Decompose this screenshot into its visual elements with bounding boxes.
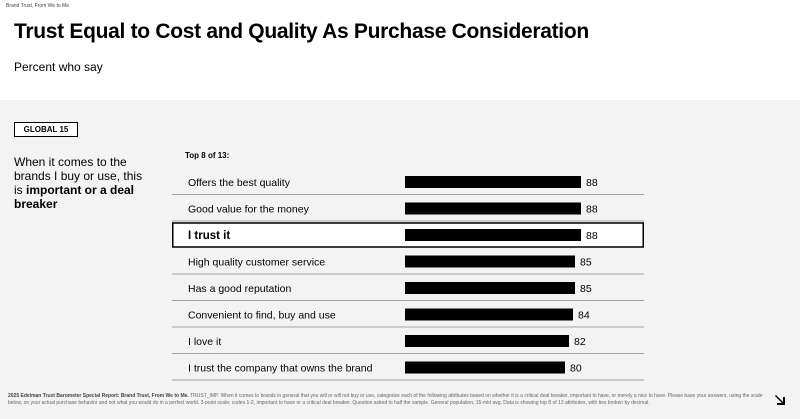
bar xyxy=(405,308,573,321)
category-label: I trust it xyxy=(188,230,230,242)
lead-text: When it comes to the brands I buy or use… xyxy=(14,155,143,197)
footnote: 2025 Edelman Trust Barometer Special Rep… xyxy=(8,393,768,407)
value-label: 88 xyxy=(586,177,598,189)
value-label: 82 xyxy=(574,336,586,348)
bar xyxy=(405,361,565,374)
chart-title: Top 8 of 13: xyxy=(185,151,230,160)
footnote-source: 2025 Edelman Trust Barometer Special Rep… xyxy=(8,393,189,399)
bar xyxy=(405,176,581,188)
arrow-right-icon[interactable] xyxy=(774,392,790,408)
value-label: 85 xyxy=(580,257,592,269)
bar xyxy=(405,282,575,294)
category-label: I trust the company that owns the brand xyxy=(188,363,373,375)
region-badge: GLOBAL 15 xyxy=(14,122,78,137)
value-label: 80 xyxy=(570,363,582,375)
lead-bold-text: important or a deal breaker xyxy=(14,183,135,211)
header-band xyxy=(0,0,800,100)
question-lead: When it comes to the brands I buy or use… xyxy=(14,155,154,211)
value-label: 88 xyxy=(586,230,598,242)
category-label: I love it xyxy=(188,336,221,348)
bar xyxy=(405,202,581,215)
bar xyxy=(405,255,575,268)
category-label: High quality customer service xyxy=(188,257,325,269)
value-label: 85 xyxy=(580,283,592,295)
category-label: Has a good reputation xyxy=(188,283,291,295)
category-label: Good value for the money xyxy=(188,204,310,216)
category-label: Offers the best quality xyxy=(188,177,291,189)
category-label: Convenient to find, buy and use xyxy=(188,310,336,322)
bar-chart: Offers the best quality 88 Good value for … xyxy=(172,176,644,381)
page-subtitle: Percent who say xyxy=(14,60,103,74)
bar xyxy=(405,335,569,347)
footnote-text: TRUST_IMP. When it comes to brands in ge… xyxy=(8,393,763,406)
breadcrumb: Brand Trust, From We to Me xyxy=(6,3,69,9)
page-title: Trust Equal to Cost and Quality As Purch… xyxy=(14,20,589,43)
value-label: 88 xyxy=(586,204,598,216)
content-panel xyxy=(0,100,800,419)
bar xyxy=(405,229,581,241)
value-label: 84 xyxy=(578,310,590,322)
